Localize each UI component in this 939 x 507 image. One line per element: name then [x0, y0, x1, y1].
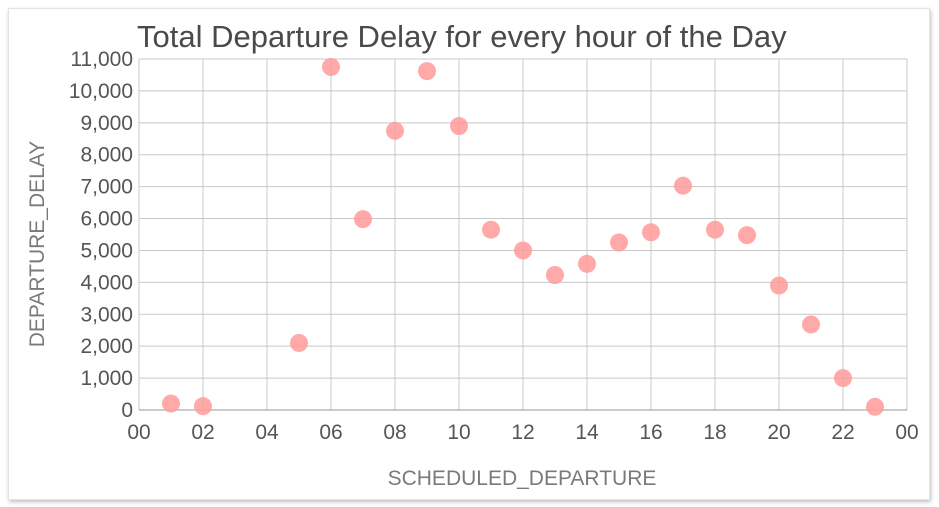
x-tick-label: 04: [255, 421, 279, 444]
chart-card: 0 1,000 2,000 3,000 4,000 5,000 6,000 7,000 8,00…: [8, 8, 930, 500]
data-point[interactable]: [514, 241, 532, 260]
y-tick-label: 6,000: [80, 208, 133, 231]
x-tick-label: 10: [447, 421, 470, 444]
data-point[interactable]: [866, 397, 884, 416]
x-tick-label: 20: [767, 421, 790, 444]
data-point[interactable]: [546, 266, 564, 285]
data-point[interactable]: [706, 220, 724, 239]
data-point[interactable]: [162, 394, 180, 413]
y-tick-label: 3,000: [80, 303, 133, 326]
data-point[interactable]: [610, 233, 628, 252]
data-point[interactable]: [482, 220, 500, 239]
x-tick-label: 12: [511, 421, 534, 444]
data-point[interactable]: [578, 254, 596, 273]
x-tick-label: 16: [639, 421, 662, 444]
y-tick-label: 0: [121, 399, 133, 422]
scatter-chart: 0 1,000 2,000 3,000 4,000 5,000 6,000 7,000 8,00…: [26, 19, 919, 490]
x-tick-label: 02: [191, 421, 214, 444]
y-tick-label: 2,000: [80, 335, 133, 358]
grid: [138, 58, 908, 410]
data-point[interactable]: [354, 210, 372, 229]
data-point[interactable]: [674, 176, 692, 195]
y-axis-label: DEPARTURE_DELAY: [26, 141, 49, 348]
data-point[interactable]: [290, 333, 308, 352]
y-tick-label: 1,000: [80, 367, 133, 390]
y-tick-label: 4,000: [80, 271, 133, 294]
x-tick-label: 22: [831, 421, 854, 444]
x-axis-label: SCHEDULED_DEPARTURE: [388, 467, 657, 490]
data-point[interactable]: [834, 369, 852, 388]
x-tick-label: 00: [127, 421, 150, 444]
x-tick-label: 18: [703, 421, 726, 444]
data-point[interactable]: [738, 226, 756, 245]
data-point[interactable]: [322, 57, 340, 76]
x-tick-label: 00: [895, 421, 918, 444]
data-point[interactable]: [770, 276, 788, 295]
data-point[interactable]: [386, 121, 404, 140]
data-points: [162, 57, 884, 416]
data-point[interactable]: [802, 315, 820, 334]
y-tick-label: 5,000: [80, 239, 133, 262]
data-point[interactable]: [450, 117, 468, 136]
x-tick-label: 14: [575, 421, 599, 444]
data-point[interactable]: [194, 397, 212, 416]
x-tick-label: 06: [319, 421, 342, 444]
y-tick-label: 9,000: [80, 112, 133, 135]
y-tick-label: 11,000: [70, 48, 133, 71]
data-point[interactable]: [418, 62, 436, 81]
x-tick-label: 08: [383, 421, 406, 444]
y-tick-label: 7,000: [80, 176, 133, 199]
chart-title: Total Departure Delay for every hour of …: [137, 19, 787, 54]
y-tick-label: 8,000: [80, 144, 133, 167]
tick-labels: 0 1,000 2,000 3,000 4,000 5,000 6,000 7,000 8,00…: [69, 48, 919, 444]
y-tick-label: 10,000: [69, 80, 133, 103]
data-point[interactable]: [642, 223, 660, 242]
